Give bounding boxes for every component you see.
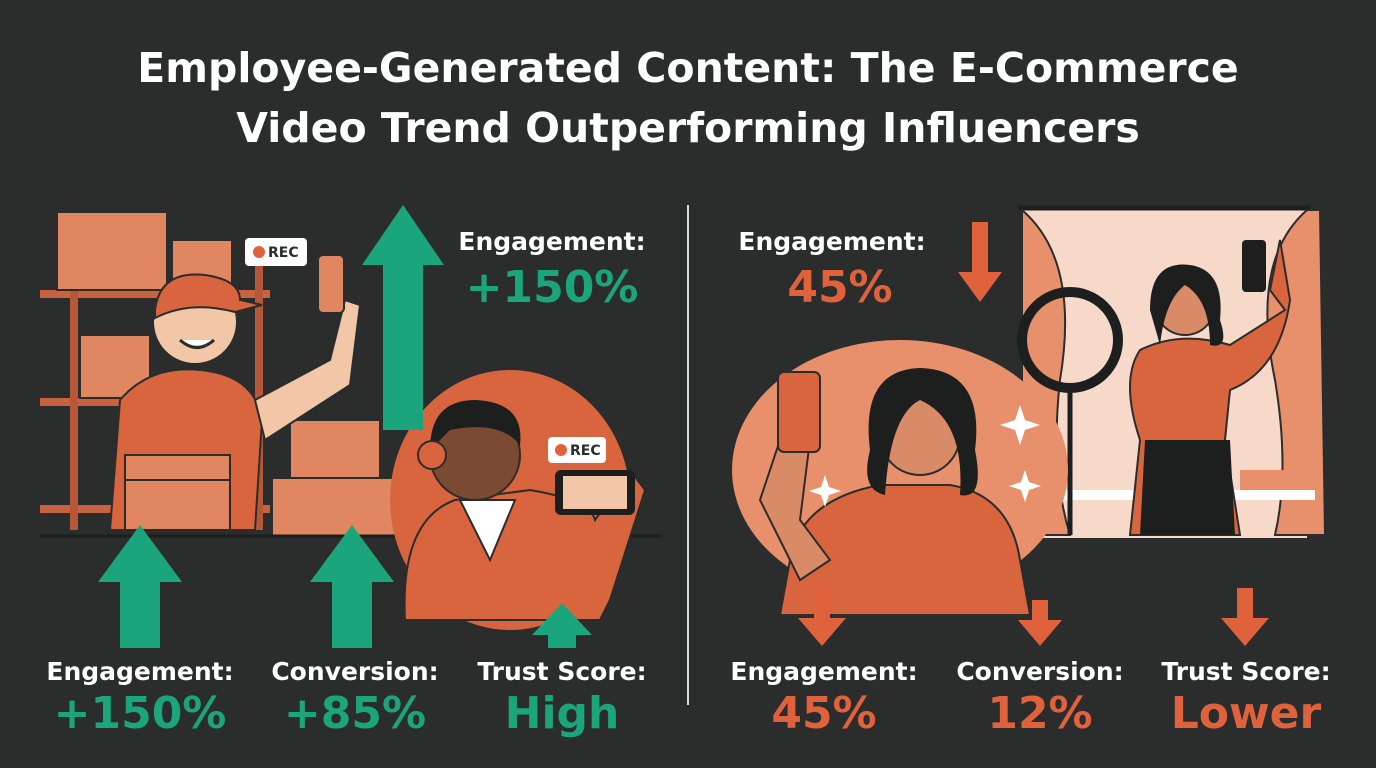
influencer-room-illustration-part — [777, 371, 821, 453]
warehouse-illustration-part — [289, 419, 381, 479]
support-agent-illustration-part — [458, 499, 517, 563]
warehouse-illustration-part — [179, 338, 215, 349]
support-agent-illustration-part — [430, 400, 521, 450]
stat-label: Conversion: — [956, 657, 1123, 686]
warehouse-illustration-part — [40, 290, 270, 298]
warehouse-illustration — [40, 211, 660, 538]
support-agent-illustration — [390, 370, 647, 630]
support-agent-illustration-part — [417, 440, 447, 470]
up-arrow-part — [532, 603, 592, 648]
influencer-room-illustration-part — [1150, 264, 1224, 346]
headline-value: +150% — [466, 262, 639, 313]
rec-label: REC — [268, 245, 299, 261]
warehouse-illustration-part — [317, 254, 345, 314]
down-arrow-part — [798, 588, 846, 646]
support-agent-illustration-part — [548, 437, 606, 463]
warehouse-illustration-part — [79, 334, 151, 399]
title-line: Video Trend Outperforming Influencers — [236, 104, 1140, 152]
up-arrow-part — [362, 205, 444, 430]
stat-value: +85% — [284, 688, 426, 739]
down-arrow-part — [958, 222, 1002, 302]
down-arrow-part — [1221, 588, 1269, 646]
influencer-room-illustration-part — [1000, 405, 1040, 445]
down-arrow — [798, 222, 1269, 646]
stat-value: High — [505, 688, 620, 739]
influencer-room-illustration-part — [1009, 470, 1041, 502]
support-agent-illustration-part — [563, 476, 627, 509]
up-arrow — [98, 205, 592, 648]
warehouse-illustration-part — [255, 240, 263, 530]
stat-label: Engagement: — [730, 657, 917, 686]
stat-label: Trust Score: — [477, 657, 646, 686]
up-arrow-part — [310, 525, 394, 648]
influencer-room-illustration-part — [1017, 287, 1123, 393]
influencer-room-illustration-part — [809, 475, 841, 507]
influencer-room-illustration-part — [1240, 470, 1295, 490]
up-arrow-part — [98, 525, 182, 648]
influencer-room-illustration-part — [1242, 240, 1266, 292]
stat-value: +150% — [54, 688, 227, 739]
stat-value: 12% — [987, 688, 1092, 739]
title-line: Employee-Generated Content: The E-Commer… — [137, 44, 1238, 92]
warehouse-illustration-part — [124, 454, 231, 531]
support-agent-illustration-part — [555, 444, 567, 456]
stat-value: 45% — [771, 688, 876, 739]
influencer-room-illustration-part — [778, 484, 1032, 616]
influencer-room-illustration-part — [867, 368, 978, 496]
warehouse-illustration-part — [253, 298, 362, 442]
warehouse-illustration-part — [56, 211, 168, 291]
rec-label: REC — [570, 443, 601, 459]
warehouse-illustration-part — [70, 240, 78, 530]
influencer-room-illustration — [732, 205, 1327, 616]
warehouse-illustration-part — [271, 477, 398, 537]
headline-label: Engagement: — [738, 227, 925, 256]
warehouse-illustration-part — [154, 273, 263, 320]
warehouse-illustration-part — [245, 238, 307, 266]
stat-value: Lower — [1171, 688, 1322, 739]
warehouse-illustration-part — [253, 246, 265, 258]
headline-value: 45% — [787, 262, 892, 313]
stat-label: Conversion: — [271, 657, 438, 686]
headline-label: Engagement: — [458, 227, 645, 256]
stat-label: Engagement: — [46, 657, 233, 686]
stat-label: Trust Score: — [1161, 657, 1330, 686]
down-arrow-part — [1018, 600, 1062, 646]
influencer-room-illustration-part — [1140, 440, 1235, 535]
